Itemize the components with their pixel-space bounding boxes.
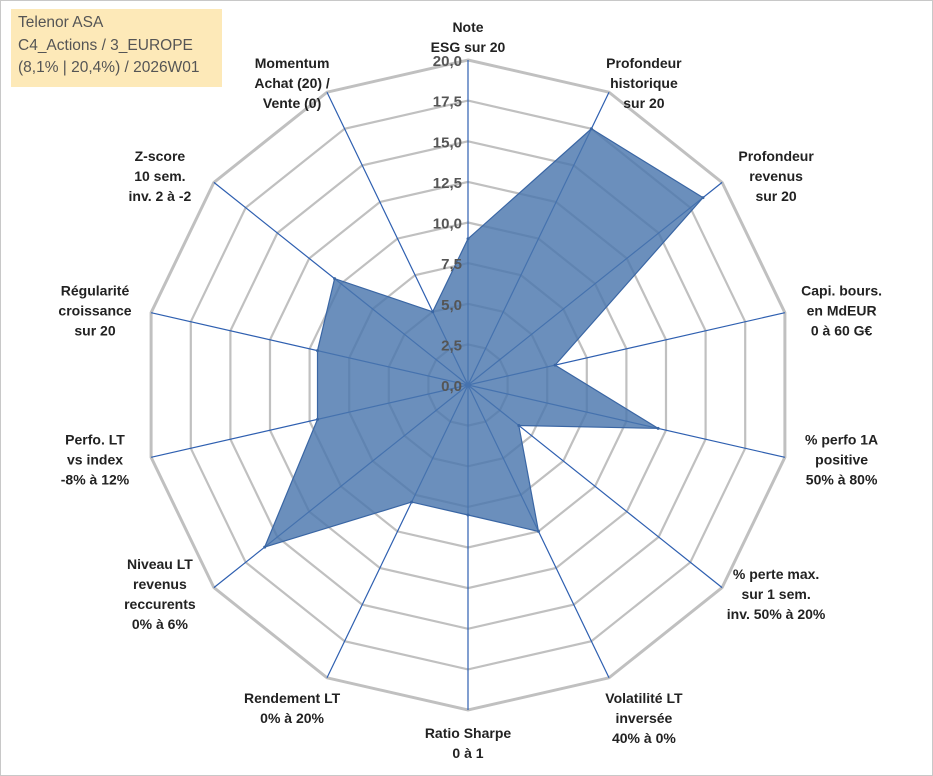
axis-label: Niveau LT revenus reccurents 0% à 6% (124, 556, 196, 632)
series-point (431, 310, 435, 314)
axis-label: Note ESG sur 20 (431, 19, 506, 55)
radar-axis-labels: Note ESG sur 20 Profondeur historique sur 20… (58, 19, 882, 761)
axis-label: Régularité croissance sur 20 (58, 283, 131, 339)
axis-label: Rendement LT 0% à 20% (244, 690, 341, 726)
chart-info-box: Telenor ASA C4_Actions / 3_EUROPE (8,1% … (11, 9, 222, 87)
axis-label: Profondeur historique sur 20 (606, 55, 682, 111)
series-point (701, 196, 705, 200)
tick-label: 20,0 (433, 53, 462, 70)
axis-label: Profondeur revenus sur 20 (738, 148, 814, 204)
radar-tick-labels: 0,0 2,5 5,0 7,5 10,0 12,5 15,0 17,5 20,0 (433, 53, 462, 395)
tick-label: 10,0 (433, 216, 462, 233)
axis-label: Z-score 10 sem. inv. 2 à -2 (129, 148, 192, 204)
series-point (466, 513, 470, 517)
series-point (410, 500, 414, 504)
series-point (263, 545, 267, 549)
axis-label: % perte max. sur 1 sem. inv. 50% à 20% (727, 566, 826, 622)
tick-label: 12,5 (433, 175, 462, 192)
tick-label: 0,0 (441, 378, 462, 395)
series-point (466, 237, 470, 241)
axis-label: % perfo 1A positive 50% à 80% (805, 432, 878, 488)
series-point (589, 127, 593, 131)
tick-label: 2,5 (441, 337, 462, 354)
series-point (333, 277, 337, 281)
series-point (537, 529, 540, 533)
info-period: (8,1% | 20,4%) / 2026W01 (18, 59, 200, 76)
series-point (553, 363, 557, 367)
tick-label: 17,5 (433, 94, 462, 111)
axis-label: Volatilité LT inversée 40% à 0% (605, 690, 683, 746)
tick-label: 5,0 (441, 297, 462, 314)
tick-label: 15,0 (433, 134, 462, 151)
axis-label: Capi. bours. en MdEUR 0 à 60 G€ (801, 283, 882, 339)
axis-label: Ratio Sharpe 0 à 1 (425, 725, 512, 761)
series-point (517, 424, 521, 427)
axis-label: Perfo. LT vs index -8% à 12% (61, 432, 130, 488)
info-category: C4_Actions / 3_EUROPE (18, 36, 193, 54)
series-point (316, 417, 319, 421)
radar-series (263, 127, 705, 549)
axis-label: Momentum Achat (20) / Vente (0) (254, 55, 330, 111)
info-company-name: Telenor ASA (18, 14, 104, 31)
series-point (316, 349, 319, 353)
tick-label: 7,5 (441, 256, 462, 273)
series-point (656, 426, 660, 430)
